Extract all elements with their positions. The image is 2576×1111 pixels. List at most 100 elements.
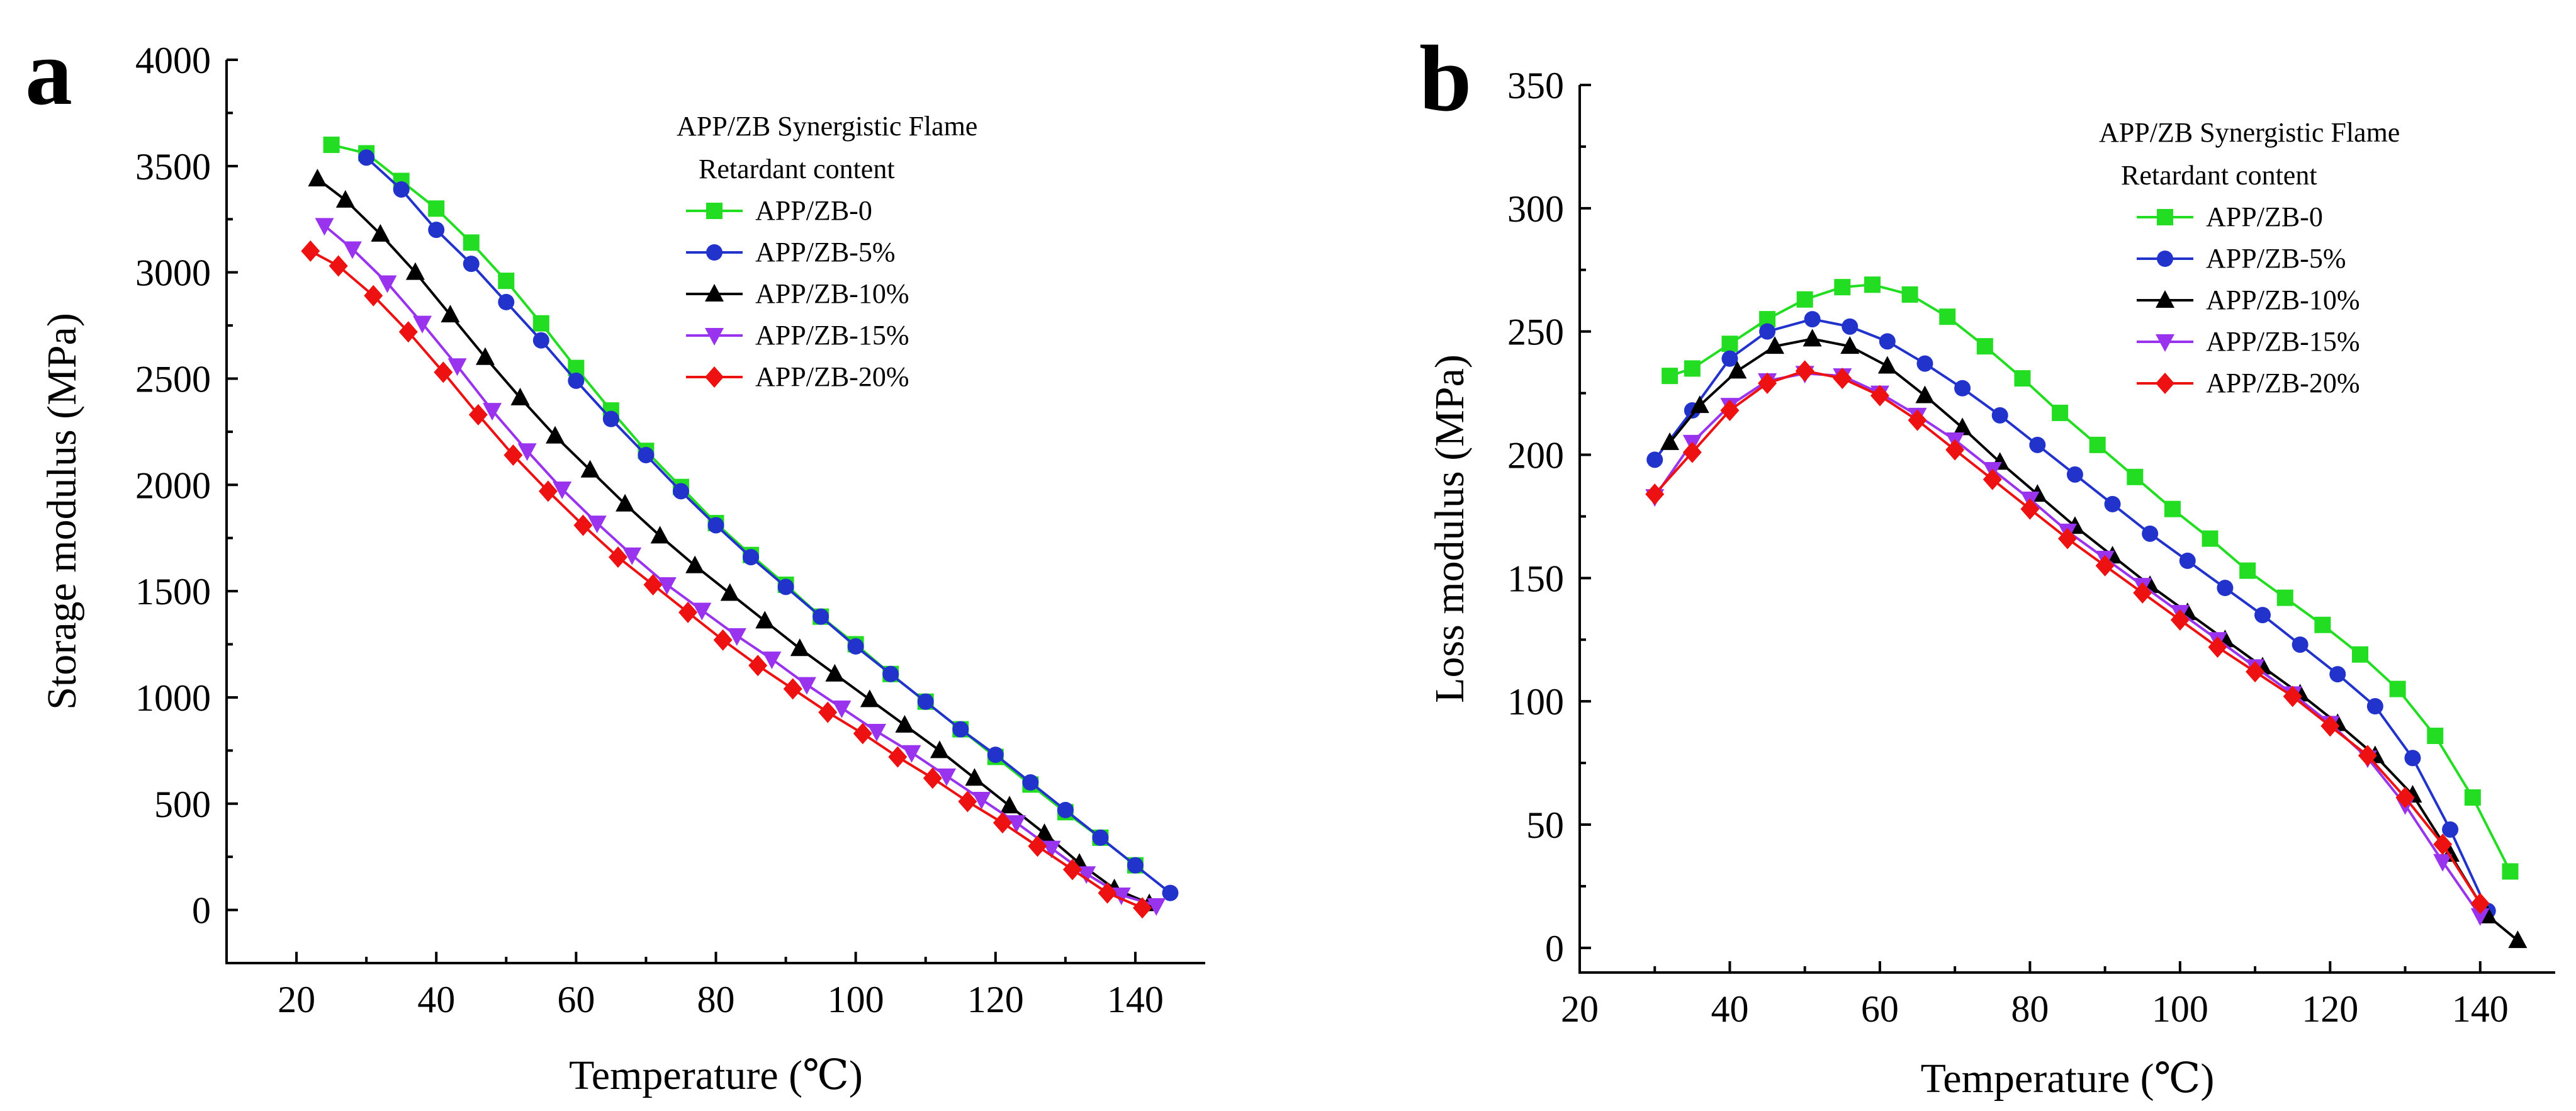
data-point (1133, 897, 1152, 919)
data-point (1077, 866, 1096, 884)
data-point (1842, 318, 1859, 335)
y-tick-label: 250 (1507, 312, 1564, 353)
data-point (1870, 385, 1889, 407)
data-point (2427, 728, 2444, 744)
data-point (882, 665, 899, 682)
data-point (2442, 821, 2459, 838)
legend-title: APP/ZB Synergistic Flame (2099, 117, 2400, 148)
x-axis-title: Temperature (℃) (569, 1052, 863, 1098)
legend-marker (705, 328, 724, 346)
data-point (2502, 863, 2519, 880)
data-point (532, 332, 549, 349)
data-point (1057, 801, 1074, 818)
data-point (1728, 361, 1747, 379)
x-tick-label: 60 (1861, 988, 1899, 1030)
data-point (2254, 607, 2271, 624)
data-point (364, 285, 383, 307)
legend-marker (706, 244, 723, 261)
data-point (2320, 715, 2340, 737)
data-point (2179, 552, 2196, 569)
data-point (358, 149, 375, 166)
x-tick-label: 80 (2011, 988, 2049, 1030)
legend-entry: APP/ZB-5% (2206, 243, 2346, 274)
data-point (2104, 495, 2121, 512)
data-point (2292, 636, 2309, 653)
data-point (1111, 887, 1131, 905)
data-point (2464, 789, 2481, 806)
data-point (987, 747, 1004, 764)
y-axis-title: Loss modulus (MPa) (1427, 354, 1473, 703)
x-tick-label: 120 (967, 979, 1024, 1020)
data-point (1147, 898, 1166, 916)
data-point (2133, 582, 2152, 604)
data-point (1796, 291, 1813, 308)
series-APP/ZB-10% (308, 169, 1159, 911)
data-point (678, 601, 698, 623)
data-point (1983, 468, 2002, 490)
data-point (335, 189, 355, 208)
data-point (1092, 829, 1109, 846)
data-point (790, 638, 809, 657)
data-point (720, 583, 740, 601)
legend-marker (2157, 251, 2173, 267)
data-point (2020, 498, 2040, 520)
data-point (463, 234, 480, 251)
data-point (2433, 833, 2453, 855)
x-tick-label: 140 (1107, 979, 1164, 1020)
data-point (308, 169, 327, 187)
data-point (797, 677, 816, 695)
series-APP/ZB-20% (301, 240, 1152, 919)
data-point (952, 721, 969, 738)
legend-marker (2157, 209, 2173, 225)
legend-subtitle: Retardant content (699, 154, 895, 184)
chart-panel-b: b 20 40 60 80 100 120 140 0 50 100 150 200 250 300 350 T… (1419, 26, 2555, 1102)
data-point (965, 768, 984, 786)
y-tick-label: 500 (154, 784, 211, 825)
data-point (428, 200, 445, 217)
data-point (447, 358, 467, 376)
data-point (748, 655, 768, 677)
x-tick-label: 140 (2452, 988, 2509, 1030)
data-point (434, 361, 453, 383)
y-tick-label: 50 (1526, 804, 1564, 846)
data-point (638, 447, 655, 464)
data-point (1721, 336, 1738, 352)
data-point (672, 483, 689, 500)
data-point (813, 608, 830, 625)
data-point (1062, 859, 1082, 881)
data-point (2014, 370, 2031, 387)
data-point (762, 651, 782, 670)
x-tick-label: 80 (697, 979, 735, 1020)
data-point (2246, 661, 2265, 683)
data-point (937, 768, 957, 786)
data-point (888, 746, 908, 768)
data-point (301, 240, 320, 262)
data-point (393, 181, 410, 198)
data-point (553, 482, 572, 500)
data-point (398, 321, 418, 343)
data-point (1864, 276, 1881, 293)
data-point (1834, 279, 1851, 296)
series-APP/ZB-10% (1660, 329, 2528, 949)
data-point (517, 443, 537, 461)
data-point (1915, 385, 1935, 403)
legend: APP/ZB Synergistic Flame Retardant conten… (2099, 117, 2400, 398)
data-point (1720, 400, 1740, 421)
data-point (1028, 835, 1047, 857)
y-tick-label: 2000 (135, 465, 211, 506)
data-point (1945, 439, 1965, 461)
data-point (713, 629, 733, 651)
data-point (1840, 336, 1860, 354)
data-point (498, 273, 515, 290)
data-point (2202, 530, 2219, 547)
data-point (1646, 451, 1663, 468)
data-point (538, 480, 558, 502)
data-point (743, 549, 760, 566)
data-point (1901, 286, 1918, 303)
data-point (2366, 698, 2383, 714)
x-tick-label: 60 (557, 979, 595, 1020)
data-point (650, 526, 670, 544)
data-point (2052, 404, 2069, 421)
data-point (1127, 857, 1144, 874)
